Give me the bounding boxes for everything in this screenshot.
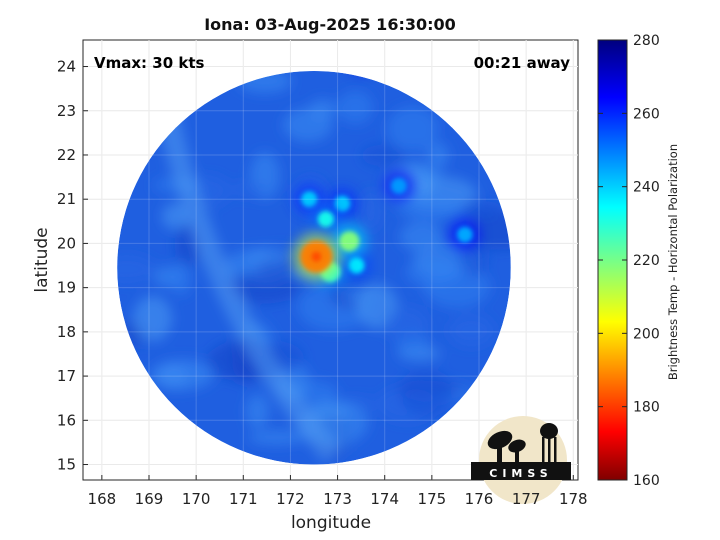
texture-blob	[448, 314, 495, 347]
texture-blob	[228, 182, 269, 197]
y-tick-label: 21	[57, 190, 76, 208]
feature-core	[334, 195, 351, 212]
time-away-annotation: 00:21 away	[474, 54, 571, 72]
x-tick-label: 177	[512, 490, 541, 508]
colorbar-tick-label: 280	[633, 33, 660, 49]
texture-blob	[458, 201, 502, 217]
texture-blob	[161, 203, 189, 230]
texture-blob	[465, 210, 511, 250]
colorbar-tick-label: 220	[633, 253, 660, 269]
y-tick-labels: 15 16 17 18 19 20 21 22 23 24	[57, 58, 76, 474]
texture-blob	[360, 189, 381, 232]
texture-blob	[247, 247, 294, 266]
x-tick-label: 171	[229, 490, 258, 508]
y-tick-label: 17	[57, 367, 76, 385]
feature-core	[390, 177, 407, 194]
feature-core	[348, 257, 365, 274]
x-tick-label: 178	[559, 490, 588, 508]
feature-core	[456, 226, 473, 243]
texture-blob	[117, 254, 156, 284]
logo-water-tower-icon	[540, 423, 558, 462]
texture-blob	[384, 306, 429, 344]
x-tick-label: 172	[276, 490, 305, 508]
texture-blob	[248, 430, 306, 445]
y-tick-label: 22	[57, 146, 76, 164]
colorbar-tick-label: 260	[633, 106, 660, 122]
y-tick-label: 24	[57, 58, 76, 76]
texture-blob	[386, 106, 439, 152]
colorbar-label: Brightness Temp - Horizontal Polarizatio…	[666, 144, 680, 380]
colorbar-ticks: 160 180 200 220 240 260 280	[598, 33, 660, 489]
texture-blob	[397, 193, 466, 222]
x-tick-label: 174	[370, 490, 399, 508]
y-tick-label: 18	[57, 323, 76, 341]
texture-blob	[171, 261, 192, 296]
logo-text: CIMSS	[489, 467, 552, 480]
texture-blob	[361, 144, 406, 167]
texture-blob	[337, 90, 374, 124]
colorbar-tick-label: 160	[633, 473, 660, 489]
coldest-pixel	[311, 251, 322, 262]
texture-blob	[426, 142, 450, 168]
texture-blob	[133, 295, 173, 342]
texture-blob	[283, 107, 333, 142]
x-tick-label: 175	[418, 490, 447, 508]
feature-core	[301, 191, 318, 208]
texture-blob	[226, 271, 301, 304]
storm-features	[292, 70, 481, 291]
y-axis-label: latitude	[32, 227, 52, 292]
chart-title: Iona: 03-Aug-2025 16:30:00	[204, 15, 456, 34]
texture-blob	[399, 221, 445, 252]
colorbar-tick-label: 240	[633, 180, 660, 196]
x-tick-labels: 168 169 170 171 172 173 174 175 176 177 178	[88, 490, 588, 508]
feature-core	[339, 231, 360, 252]
y-tick-label: 16	[57, 411, 76, 429]
x-tick-label: 173	[323, 490, 352, 508]
rainband-arc	[152, 90, 342, 463]
texture-blob	[418, 167, 444, 186]
feature-core	[317, 211, 334, 228]
logo-dish-icon	[487, 430, 526, 462]
x-axis-label: longitude	[291, 513, 371, 533]
y-tick-label: 23	[57, 102, 76, 120]
x-tick-label: 176	[465, 490, 494, 508]
vmax-annotation: Vmax: 30 kts	[94, 54, 204, 72]
x-tick-label: 169	[135, 490, 164, 508]
y-tick-label: 15	[57, 456, 76, 474]
y-tick-label: 20	[57, 234, 76, 252]
texture-blob	[157, 365, 188, 390]
texture-blob	[245, 394, 270, 429]
y-tick-label: 19	[57, 279, 76, 297]
colorbar-tick-label: 180	[633, 400, 660, 416]
cimss-logo: CIMSS	[471, 416, 571, 504]
x-tick-label: 168	[88, 490, 117, 508]
x-tick-label: 170	[182, 490, 211, 508]
texture-blob	[399, 369, 452, 417]
grid-overlay	[83, 40, 578, 480]
colorbar-tick-label: 200	[633, 326, 660, 342]
microwave-swath	[117, 70, 511, 465]
logo-ground	[471, 462, 571, 480]
